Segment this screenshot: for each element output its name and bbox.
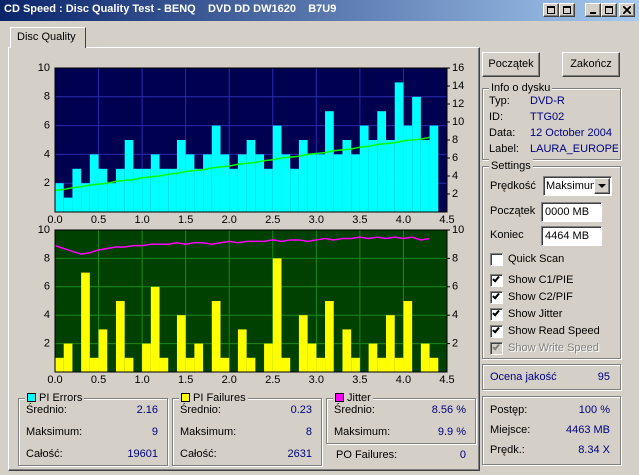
score-box bbox=[482, 364, 621, 390]
score-label: Ocena jakość bbox=[490, 371, 557, 383]
settings-group: Settings bbox=[482, 159, 621, 359]
end-label: Koniec bbox=[490, 229, 524, 241]
icon-button[interactable] bbox=[543, 3, 559, 17]
progress-label: Prędk.: bbox=[490, 444, 525, 456]
tab[interactable]: Disc Quality bbox=[10, 27, 86, 48]
speed-value: Maksimum bbox=[546, 180, 594, 192]
button-glyph bbox=[623, 6, 631, 14]
checkbox-label: Show Jitter bbox=[508, 308, 563, 320]
info-value: LAURA_EUROPE_ bbox=[530, 143, 618, 155]
disc-info-group: Info o dysku bbox=[482, 81, 621, 160]
speed-select[interactable]: Maksimum bbox=[543, 176, 612, 196]
stat-value: 19601 bbox=[127, 448, 158, 460]
group-title-text: Info o dysku bbox=[491, 82, 551, 94]
group-title: Info o dysku bbox=[489, 81, 553, 95]
group-title-text: PI Errors bbox=[39, 392, 83, 404]
checkbox-label: Show C2/PIF bbox=[508, 291, 573, 303]
maximize-button[interactable] bbox=[601, 3, 617, 17]
start-button[interactable]: Początek bbox=[482, 52, 540, 77]
stat-label: Średnio: bbox=[26, 404, 67, 416]
checkbox[interactable] bbox=[490, 274, 503, 287]
progress-box bbox=[482, 396, 621, 465]
group-title: Jitter bbox=[333, 391, 373, 405]
stat-label: Średnio: bbox=[180, 404, 221, 416]
checkbox[interactable] bbox=[490, 253, 503, 266]
group-title-text: PI Failures bbox=[193, 392, 246, 404]
stat-label: Całość: bbox=[180, 448, 217, 460]
checkmark bbox=[492, 291, 500, 300]
group-title: PI Failures bbox=[179, 391, 248, 405]
window-title: CD Speed : Disc Quality Test - BENQ DVD … bbox=[4, 3, 337, 15]
legend-swatch bbox=[181, 393, 190, 402]
close-button[interactable] bbox=[619, 3, 635, 17]
stat-value: 0.23 bbox=[290, 404, 312, 416]
info-label: Label: bbox=[489, 143, 519, 155]
group-title-text: Jitter bbox=[347, 392, 371, 404]
stats-group: PI Errors bbox=[18, 391, 168, 466]
checkbox-label: Show Write Speed bbox=[508, 342, 599, 354]
checkmark bbox=[492, 308, 500, 317]
stat-value: 2.16 bbox=[136, 404, 158, 416]
button-glyph bbox=[563, 6, 571, 14]
progress-value: 8.34 X bbox=[578, 444, 610, 456]
group-title: PI Errors bbox=[25, 391, 85, 405]
dropdown-arrow bbox=[598, 184, 606, 188]
stat-value: 8 bbox=[305, 426, 312, 438]
stat-label: Średnio: bbox=[334, 404, 375, 416]
info-value: TTG02 bbox=[530, 111, 565, 123]
stat-value: 8.56 % bbox=[431, 404, 466, 416]
po-failures-label: PO Failures: bbox=[336, 449, 398, 461]
info-label: ID: bbox=[489, 111, 504, 123]
group-title-text: Settings bbox=[491, 160, 531, 172]
end-input[interactable]: 4464 MB bbox=[541, 226, 602, 246]
progress-value: 100 % bbox=[578, 404, 610, 416]
start-input[interactable]: 0000 MB bbox=[541, 202, 602, 222]
checkbox bbox=[490, 342, 503, 355]
button-glyph bbox=[547, 6, 555, 14]
stats-group: Jitter bbox=[326, 391, 476, 444]
legend-swatch bbox=[27, 393, 36, 402]
checkbox[interactable] bbox=[490, 325, 503, 338]
dropdown-button[interactable] bbox=[594, 178, 610, 194]
checkbox-label: Show Read Speed bbox=[508, 325, 600, 337]
stat-value: 2631 bbox=[287, 448, 312, 460]
group-title: Settings bbox=[489, 159, 533, 173]
checkmark bbox=[492, 274, 500, 283]
minimize-button[interactable] bbox=[585, 3, 601, 17]
speed-label: Prędkość bbox=[490, 180, 536, 192]
button-glyph bbox=[605, 6, 613, 14]
stat-label: Całość: bbox=[26, 448, 63, 460]
icon-button[interactable] bbox=[559, 3, 575, 17]
start-label: Początek bbox=[490, 205, 536, 217]
checkmark bbox=[492, 342, 500, 351]
stat-label: Maksimum: bbox=[180, 426, 237, 438]
info-label: Data: bbox=[489, 127, 516, 139]
title-bar: CD Speed : Disc Quality Test - BENQ DVD … bbox=[0, 0, 639, 21]
progress-label: Postęp: bbox=[490, 404, 528, 416]
stat-value: 9.9 % bbox=[437, 426, 466, 438]
button-glyph bbox=[590, 12, 596, 14]
checkbox-label: Show C1/PIE bbox=[508, 274, 574, 286]
progress-value: 4463 MB bbox=[565, 424, 610, 436]
stat-value: 9 bbox=[151, 426, 158, 438]
stop-button[interactable]: Zakończ bbox=[562, 52, 620, 77]
stat-label: Maksimum: bbox=[26, 426, 83, 438]
info-label: Typ: bbox=[489, 95, 510, 107]
score-value: 95 bbox=[597, 371, 610, 383]
checkbox-label: Quick Scan bbox=[508, 253, 565, 265]
info-value: DVD-R bbox=[530, 95, 565, 107]
info-value: 12 October 2004 bbox=[530, 127, 612, 139]
legend-swatch bbox=[335, 393, 344, 402]
progress-label: Miejsce: bbox=[490, 424, 531, 436]
stats-group: PI Failures bbox=[172, 391, 322, 466]
checkbox[interactable] bbox=[490, 308, 503, 321]
po-failures-value: 0 bbox=[459, 449, 466, 461]
stat-label: Maksimum: bbox=[334, 426, 391, 438]
checkmark bbox=[492, 325, 500, 334]
checkbox[interactable] bbox=[490, 291, 503, 304]
